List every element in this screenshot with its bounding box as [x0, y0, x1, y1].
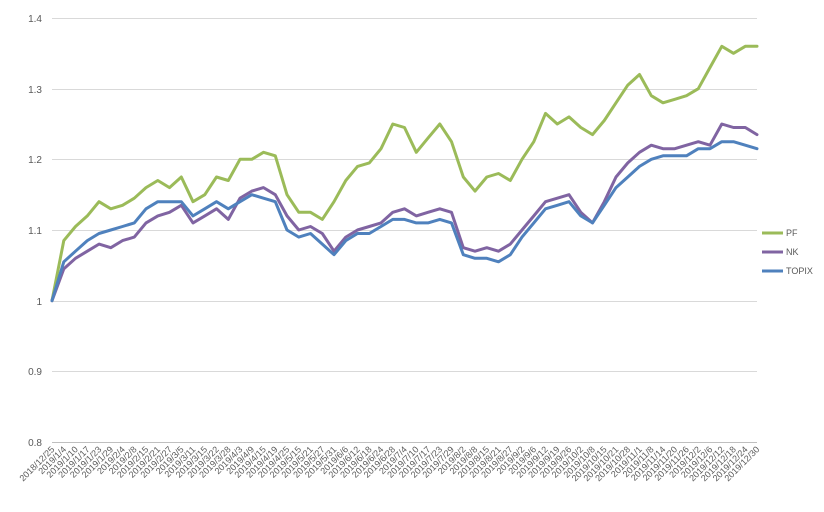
legend-label-pf: PF	[786, 228, 798, 238]
gridlines	[52, 18, 757, 443]
y-tick-label: 1.2	[28, 155, 42, 166]
y-tick-label: 0.9	[28, 367, 42, 378]
series-line-topix	[50, 140, 759, 303]
y-tick-label: 1	[36, 297, 42, 308]
series-line-pf	[50, 44, 759, 303]
series-lines	[50, 44, 759, 303]
y-tick-label: 1.4	[28, 14, 42, 25]
y-tick-label: 0.8	[28, 438, 42, 449]
series-line-nk	[50, 122, 759, 303]
x-axis-tick-labels: 2018/12/252019/1/42019/1/102019/1/172019…	[17, 444, 761, 483]
y-axis-tick-labels: 0.8 0.9 1 1.1 1.2 1.3 1.4	[28, 14, 42, 449]
legend-label-nk: NK	[786, 247, 799, 257]
y-tick-label: 1.3	[28, 85, 42, 96]
legend-label-topix: TOPIX	[786, 266, 813, 276]
y-tick-label: 1.1	[28, 226, 42, 237]
legend: PF NK TOPIX	[762, 228, 813, 276]
